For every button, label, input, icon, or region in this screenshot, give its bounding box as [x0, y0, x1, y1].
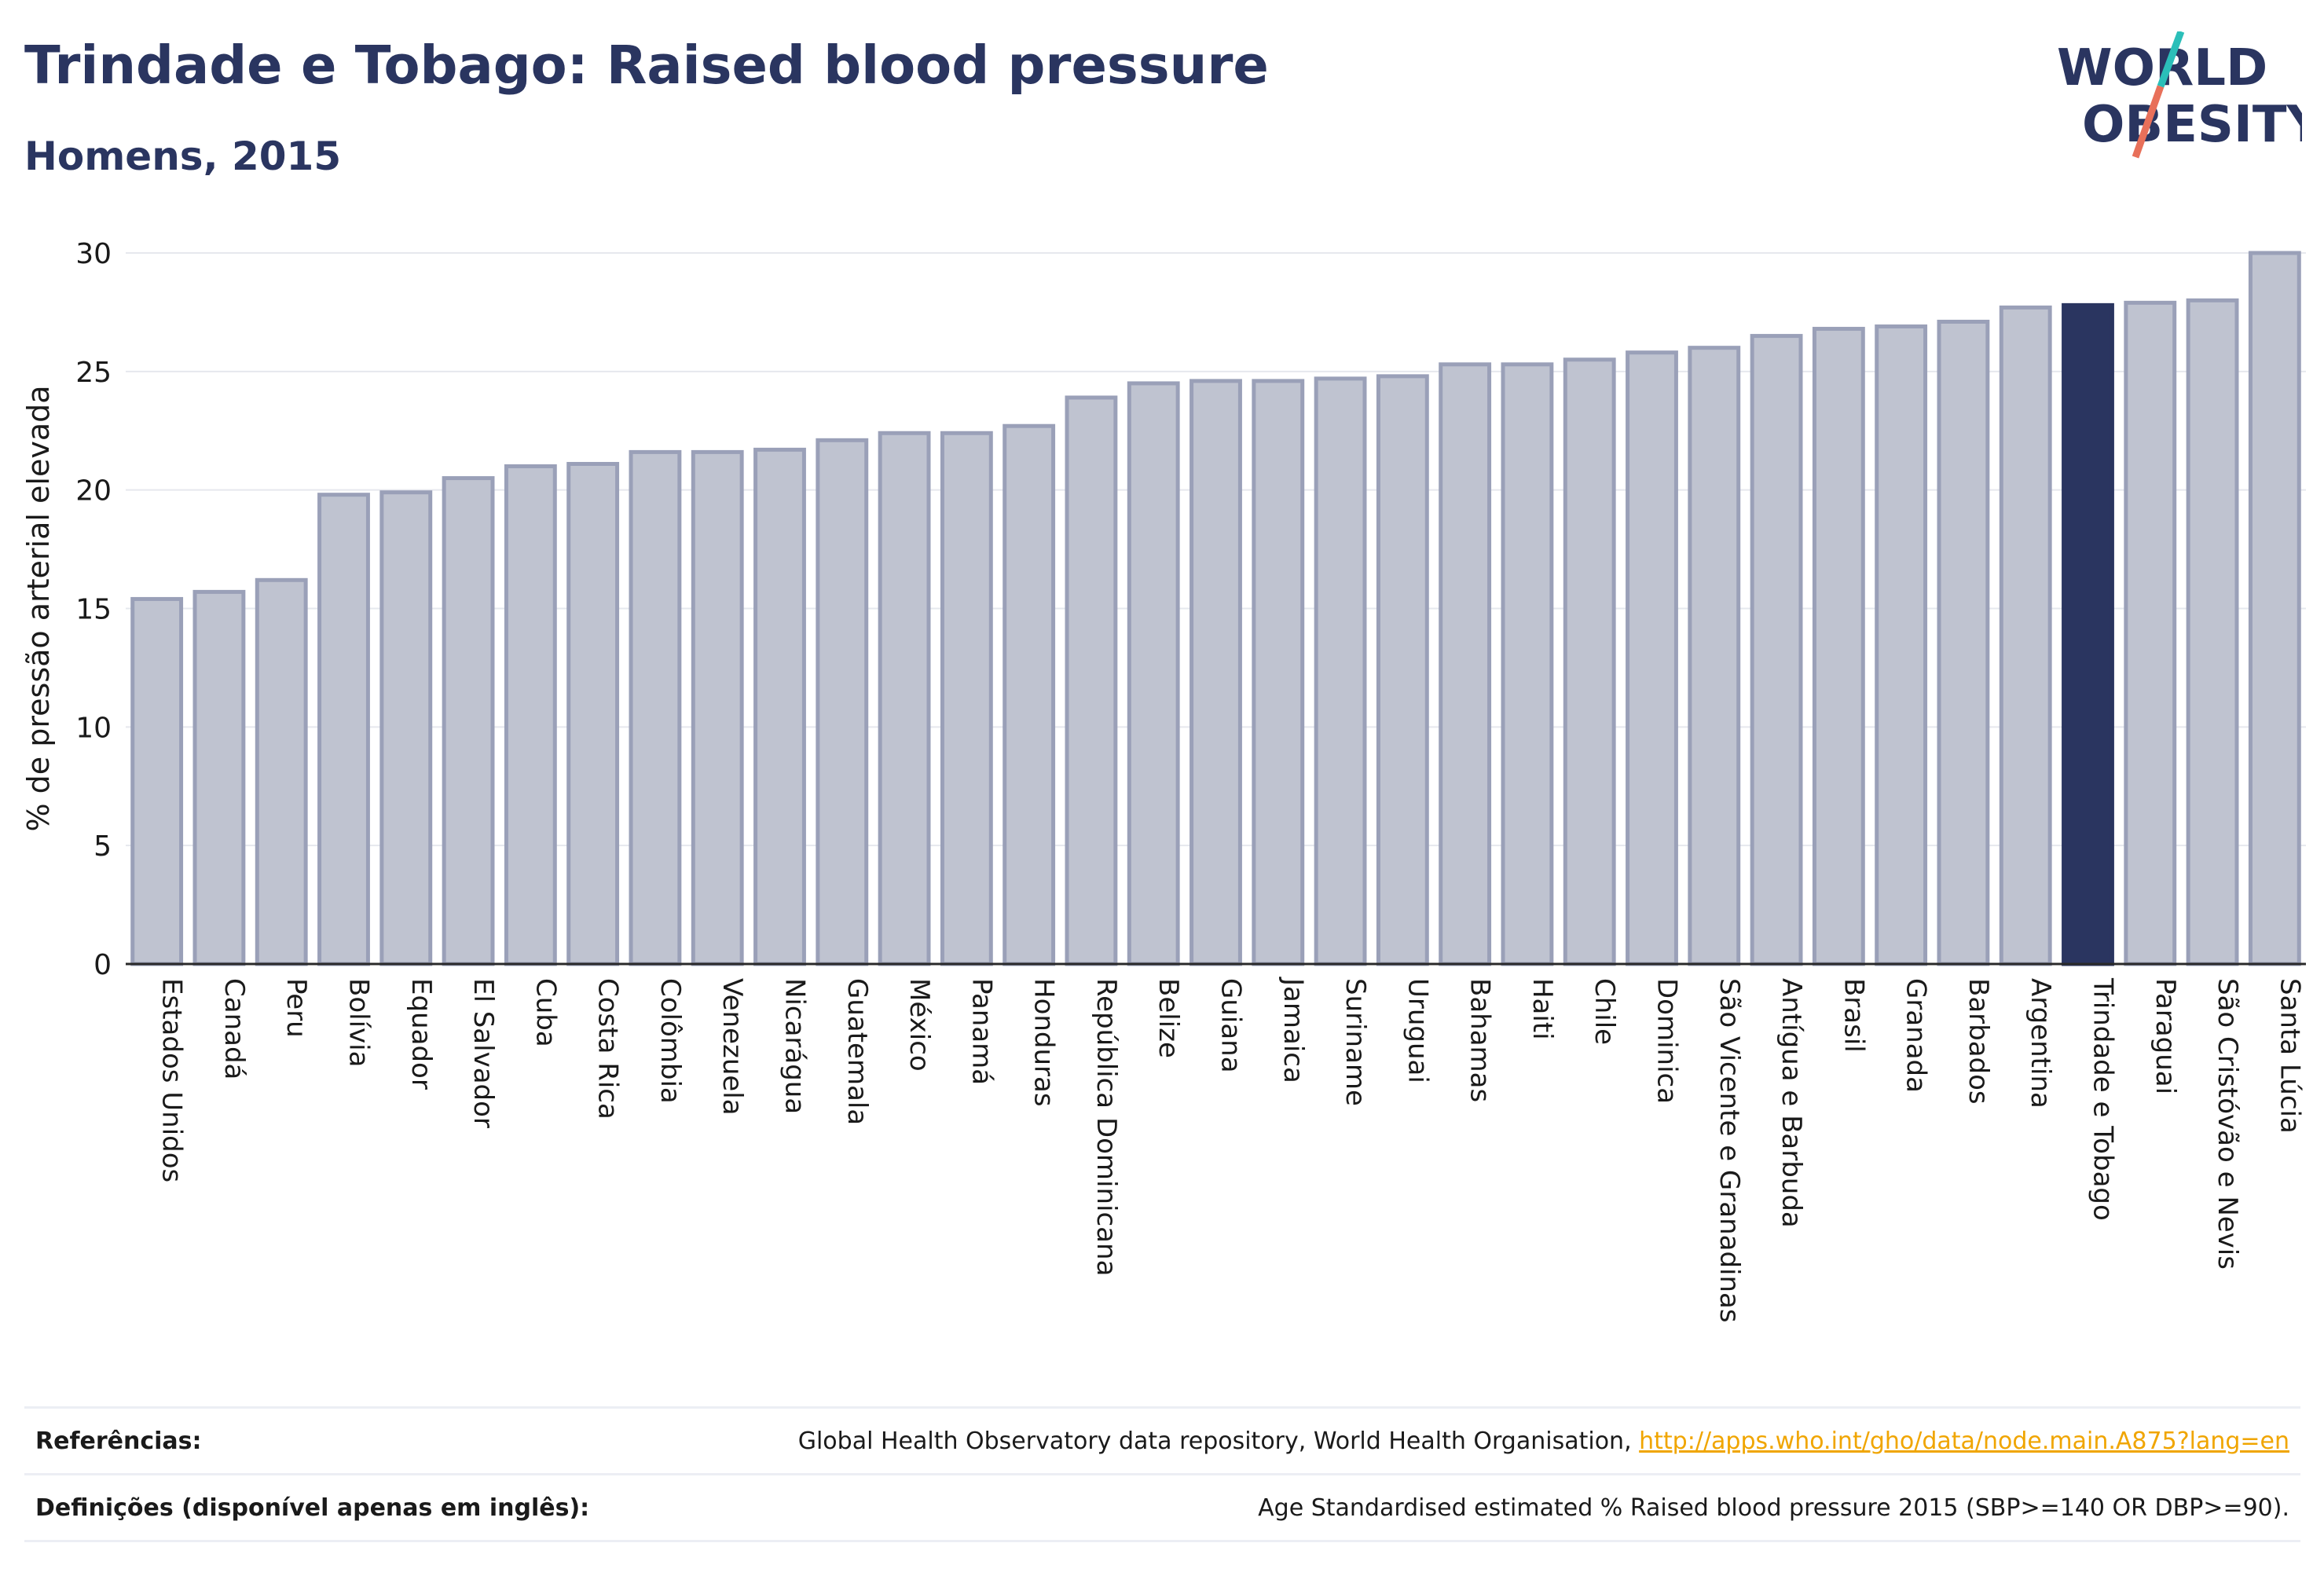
references-row: Referências: Global Health Observatory d…	[24, 1406, 2300, 1473]
y-tick-label: 30	[75, 238, 112, 270]
chart-subtitle: Homens, 2015	[24, 134, 342, 179]
y-tick-label: 0	[93, 949, 112, 981]
bar	[379, 490, 433, 966]
x-tick-label: Honduras	[1028, 978, 1060, 1107]
x-tick-label: Colômbia	[654, 978, 686, 1104]
x-tick-label: Dominica	[1651, 978, 1683, 1104]
x-tick-label: Cuba	[530, 978, 561, 1047]
bar	[255, 577, 308, 966]
x-tick-label: Equador	[405, 978, 437, 1090]
bar	[192, 589, 246, 966]
x-tick-label: Brasil	[1838, 978, 1869, 1053]
definitions-label: Definições (disponível apenas em inglês)…	[35, 1494, 590, 1522]
bar	[1252, 379, 1305, 966]
x-tick-label: Paraguai	[2150, 978, 2181, 1094]
references-label: Referências:	[35, 1428, 202, 1455]
bar-chart: 0 5 10 15 20 25 30 Estados Unidos Canadá Peru Bol…	[21, 238, 2306, 1323]
references-text: Global Health Observatory data repositor…	[797, 1428, 1640, 1455]
bar	[753, 447, 806, 966]
bar	[1812, 327, 1865, 966]
bar	[317, 493, 370, 966]
x-tick-label: Granada	[1901, 978, 1932, 1093]
definitions-row: Definições (disponível apenas em inglês)…	[24, 1473, 2300, 1542]
bar	[1003, 423, 1056, 966]
y-tick-label: 25	[75, 357, 112, 389]
bar	[566, 461, 620, 966]
x-tick-label: Trindade e Tobago	[2088, 977, 2119, 1221]
bar	[1314, 376, 1367, 966]
x-tick-label: Bolívia	[343, 978, 375, 1067]
bar	[2124, 300, 2177, 966]
x-tick-label: Venezuela	[717, 978, 748, 1116]
logo-text-obesity: OBESITY	[2082, 96, 2302, 154]
x-tick-label: Bahamas	[1464, 978, 1496, 1102]
bar-highlight	[2062, 302, 2114, 966]
x-tick-label: São Cristóvão e Nevis	[2212, 978, 2243, 1270]
x-tick-label: Estados Unidos	[156, 978, 188, 1182]
bar	[1750, 334, 1803, 966]
x-tick-label: Nicarágua	[779, 978, 811, 1114]
bar	[1626, 350, 1678, 966]
x-tick-label: Haiti	[1527, 978, 1558, 1040]
x-tick-label: Barbados	[1963, 978, 1994, 1105]
bar	[504, 464, 557, 966]
bar	[1127, 381, 1180, 966]
x-tick-label: Chile	[1589, 978, 1620, 1045]
x-tick-label: Panamá	[966, 978, 997, 1085]
bar	[1501, 362, 1554, 966]
x-tick-label: Uruguai	[1402, 978, 1433, 1083]
bar	[1065, 395, 1118, 966]
bar	[1439, 362, 1492, 966]
bar	[2248, 251, 2301, 966]
bar	[2186, 298, 2239, 966]
x-tick-label: Argentina	[2025, 978, 2056, 1109]
x-tick-label: São Vicente e Granadinas	[1714, 978, 1745, 1323]
bar	[442, 476, 495, 966]
x-tick-label: Peru	[280, 978, 312, 1038]
y-axis-label: % de pressão arterial elevada	[21, 385, 56, 831]
x-tick-label: Antígua e Barbuda	[1776, 978, 1807, 1228]
x-tick-label: Suriname	[1340, 978, 1371, 1106]
bar	[1999, 305, 2052, 966]
y-axis-ticks: 0 5 10 15 20 25 30	[75, 238, 112, 981]
bar	[1937, 319, 1990, 966]
x-tick-label: El Salvador	[467, 978, 499, 1128]
x-tick-label: Belize	[1153, 978, 1184, 1058]
logo-slash-teal	[2157, 31, 2185, 88]
bar	[1563, 357, 1616, 966]
bar	[1189, 379, 1242, 966]
definitions-text: Age Standardised estimated % Raised bloo…	[1258, 1494, 2289, 1522]
x-tick-label: República Dominicana	[1091, 978, 1122, 1276]
x-tick-label: Guiana	[1215, 978, 1247, 1073]
bar	[940, 431, 993, 966]
y-tick-label: 20	[75, 475, 112, 508]
footer-table: Referências: Global Health Observatory d…	[24, 1406, 2300, 1542]
bar	[1376, 374, 1429, 966]
x-tick-label: Jamaica	[1277, 977, 1309, 1083]
bar	[878, 431, 931, 966]
bars	[130, 251, 2301, 966]
bar	[691, 449, 744, 966]
bar	[629, 449, 682, 966]
x-tick-label: Costa Rica	[592, 978, 624, 1120]
references-link[interactable]: http://apps.who.int/gho/data/node.main.A…	[1639, 1428, 2289, 1455]
bar	[130, 596, 184, 966]
y-tick-label: 15	[75, 594, 112, 626]
y-tick-label: 5	[93, 830, 112, 863]
y-tick-label: 10	[75, 712, 112, 744]
logo-slash-coral	[2132, 85, 2165, 159]
bar	[816, 438, 869, 966]
x-tick-label: Canadá	[218, 978, 250, 1079]
bar	[1875, 324, 1928, 966]
world-obesity-logo: WORLD OBESITY	[2057, 31, 2302, 159]
chart-title: Trindade e Tobago: Raised blood pressure	[24, 35, 1269, 96]
references-value: Global Health Observatory data repositor…	[798, 1428, 2289, 1455]
x-axis-ticks: Estados Unidos Canadá Peru Bolívia Equador El…	[156, 977, 2306, 1323]
bar	[1688, 346, 1741, 966]
x-tick-label: Guatemala	[841, 978, 873, 1125]
x-tick-label: Santa Lúcia	[2274, 978, 2305, 1134]
x-tick-label: México	[904, 978, 935, 1072]
